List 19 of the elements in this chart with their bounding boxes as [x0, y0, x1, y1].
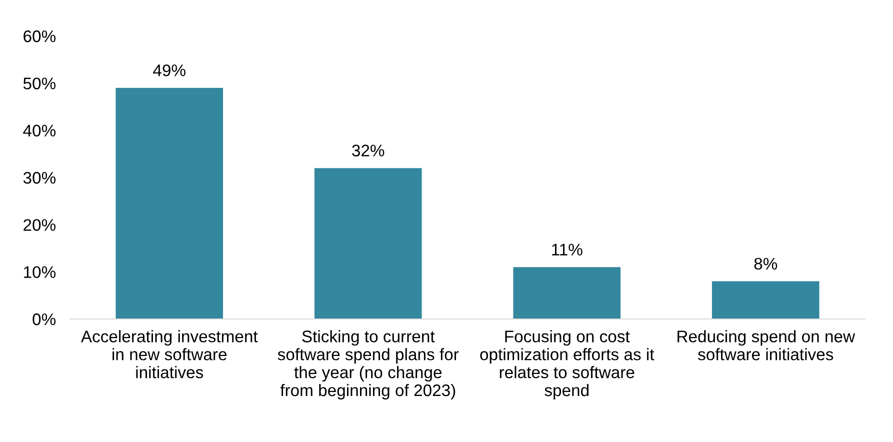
bar: [712, 281, 820, 319]
y-tick-label: 50%: [23, 78, 56, 90]
y-tick-label: 20%: [24, 219, 56, 231]
x-tick-label: Reducing spend on new software initiatives: [678, 330, 856, 360]
data-label: 11%: [552, 244, 582, 256]
y-tick-label: 60%: [24, 30, 56, 42]
y-tick-label: 40%: [23, 124, 56, 137]
bar: [513, 267, 621, 319]
y-tick-label: 0%: [32, 313, 56, 326]
data-label: 8%: [754, 258, 778, 270]
bar: [314, 168, 422, 319]
bar: [116, 88, 224, 319]
y-tick-label: 10%: [24, 266, 56, 278]
y-tick-label: 30%: [23, 172, 56, 184]
x-tick-label: Accelerating investment in new software initiatives: [80, 330, 258, 378]
x-tick-label: Focusing on cost optimization efforts as it relates to software spend: [480, 330, 654, 400]
x-tick-label: Sticking to current software spend plans for the year (no change from beginning of 2023): [278, 330, 459, 400]
data-label: 32%: [352, 144, 384, 156]
data-label: 49%: [153, 64, 186, 76]
